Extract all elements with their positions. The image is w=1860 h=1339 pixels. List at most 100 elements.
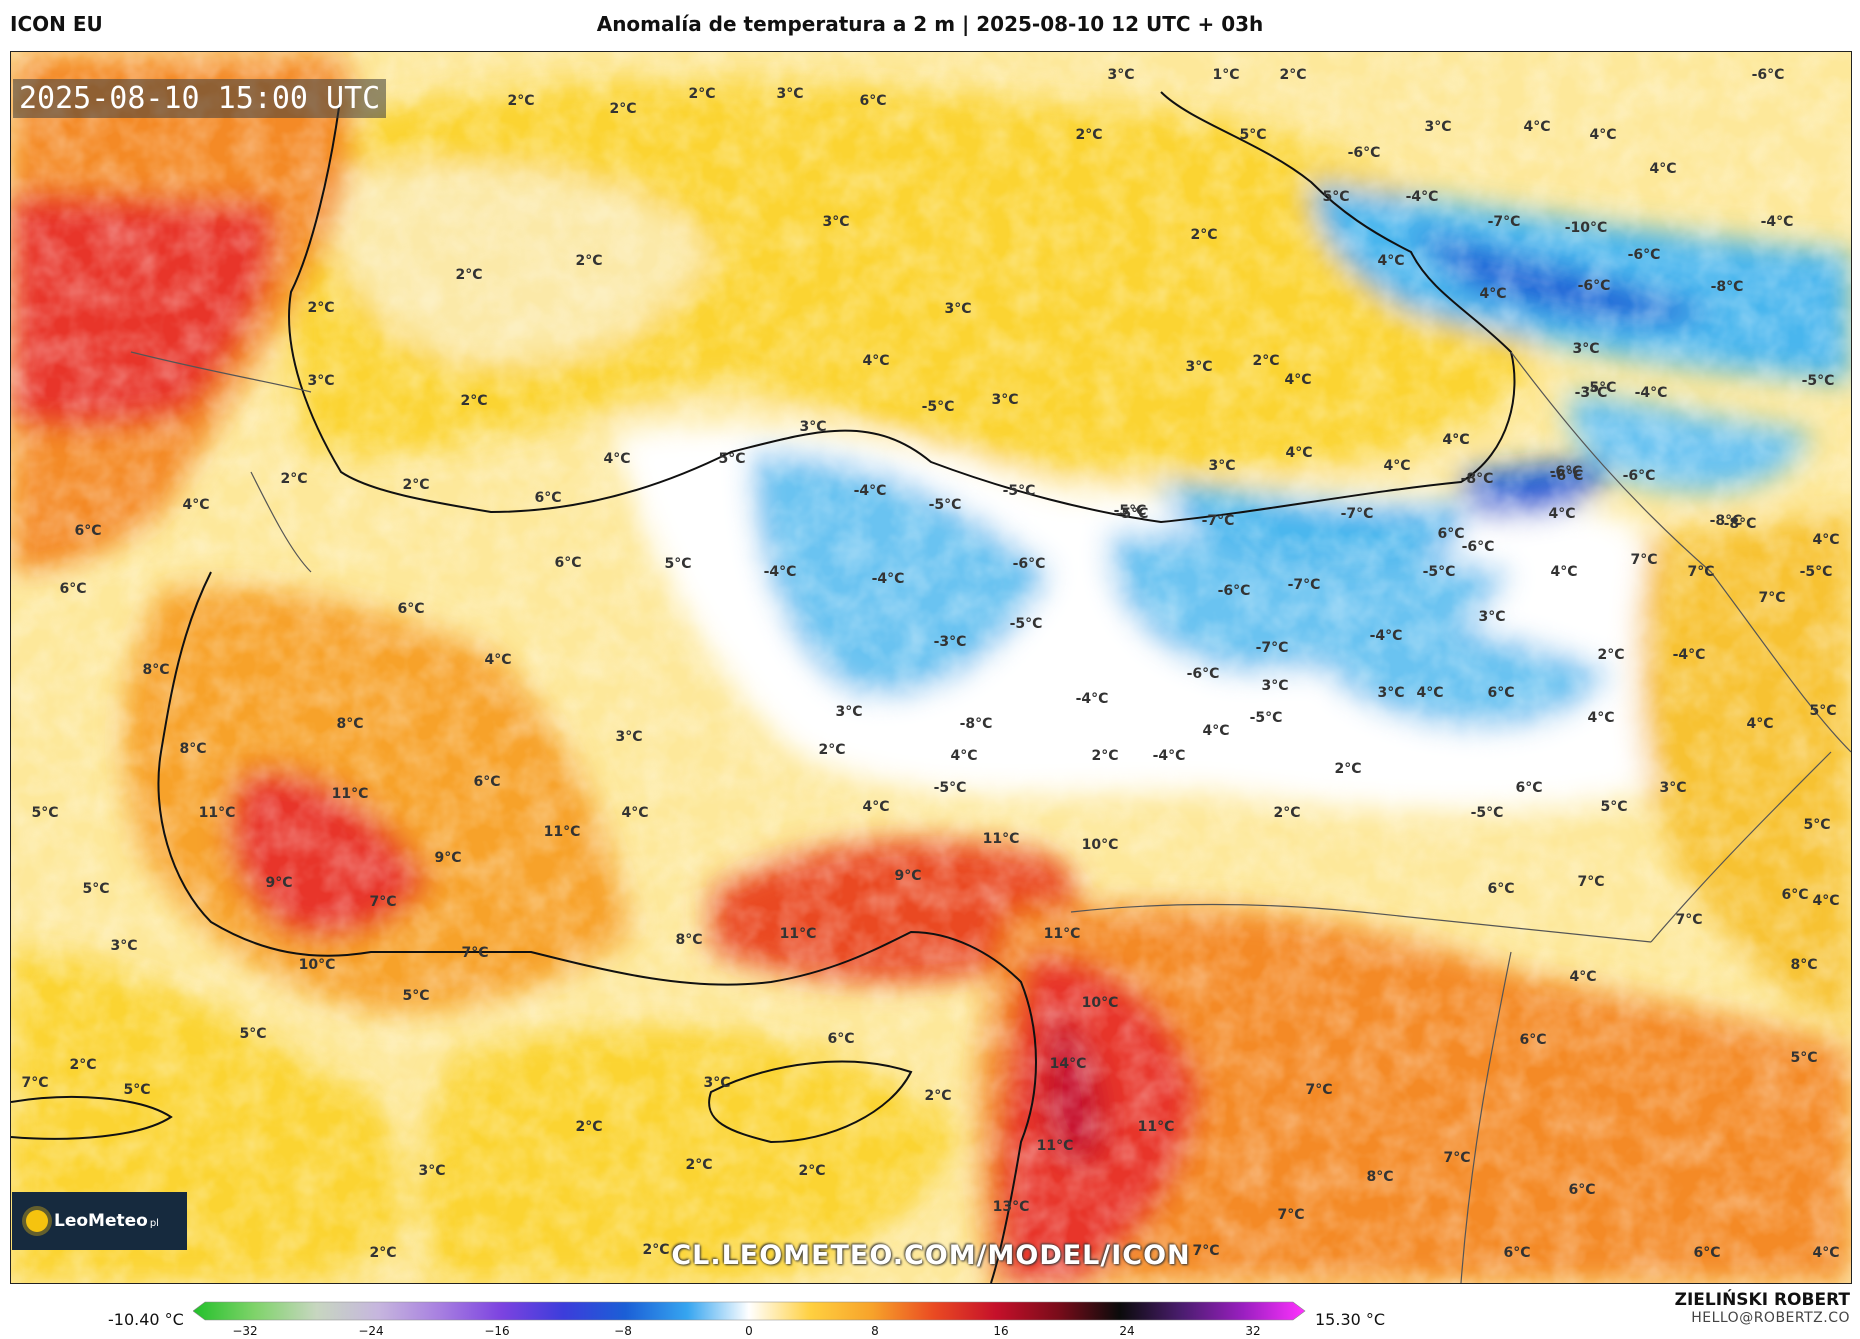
coastlines <box>11 91 1516 1283</box>
temperature-label: 4°C <box>182 497 209 513</box>
source-url: CL.LEOMETEO.COM/MODEL/ICON <box>671 1240 1191 1271</box>
temperature-label: 2°C <box>460 393 487 409</box>
temperature-label: -4°C <box>1153 748 1186 764</box>
temperature-label: 5°C <box>239 1026 266 1042</box>
temperature-label: 5°C <box>718 451 745 467</box>
temperature-label: -5°C <box>1114 503 1147 519</box>
temperature-label: 6°C <box>1515 780 1542 796</box>
temperature-label: 4°C <box>1202 723 1229 739</box>
temperature-label: -3°C <box>1575 385 1608 401</box>
map-canvas: 2°C 2°C 2°C 3°C 6°C 3°C 1°C 2°C 2°C 3°C 2°C 3°C 3°C 2… <box>11 52 1851 1283</box>
temperature-label: 2°C <box>455 267 482 283</box>
temperature-label: -7°C <box>1488 214 1521 230</box>
temperature-label: -3°C <box>934 634 967 650</box>
temperature-label: 8°C <box>336 716 363 732</box>
temperature-label: 9°C <box>434 850 461 866</box>
temperature-label: 11°C <box>544 824 581 840</box>
temperature-label: 8°C <box>1790 957 1817 973</box>
temperature-label: 3°C <box>418 1163 445 1179</box>
temperature-label: 6°C <box>1437 526 1464 542</box>
colorbar-tick-label: −24 <box>358 1324 384 1338</box>
temperature-label: 4°C <box>1812 893 1839 909</box>
temperature-label: 4°C <box>1746 716 1773 732</box>
temperature-label: 8°C <box>1366 1169 1393 1185</box>
temperature-label: 2°C <box>609 101 636 117</box>
temperature-label: 4°C <box>1548 506 1575 522</box>
temperature-label: 11°C <box>1138 1119 1175 1135</box>
temperature-label: -7°C <box>1341 506 1374 522</box>
temperature-label: -4°C <box>764 564 797 580</box>
colorbar-max-label: 15.30 °C <box>1315 1310 1386 1329</box>
temperature-label: 2°C <box>685 1157 712 1173</box>
temperature-label: 3°C <box>1424 119 1451 135</box>
temperature-label: 5°C <box>82 881 109 897</box>
temperature-label: 5°C <box>1803 817 1830 833</box>
temperature-label: 7°C <box>1277 1207 1304 1223</box>
temperature-label: 11°C <box>199 805 236 821</box>
temperature-label: 5°C <box>1790 1050 1817 1066</box>
temperature-label: -4°C <box>1635 385 1668 401</box>
temperature-label: 5°C <box>1239 127 1266 143</box>
temperature-label: 2°C <box>507 93 534 109</box>
temperature-label: 4°C <box>1569 969 1596 985</box>
temperature-label: 4°C <box>1479 286 1506 302</box>
temperature-label: -7°C <box>1288 577 1321 593</box>
logo-text: LeoMeteo <box>54 1211 148 1231</box>
colorbar-tick-label: −8 <box>614 1324 632 1338</box>
temperature-label: 2°C <box>1075 127 1102 143</box>
temperature-label: -7°C <box>1202 513 1235 529</box>
temperature-label: 2°C <box>1252 353 1279 369</box>
colorbar-tick-label: 16 <box>993 1324 1009 1338</box>
temperature-label: -6°C <box>1628 247 1661 263</box>
temperature-label: 2°C <box>69 1057 96 1073</box>
temperature-label: 8°C <box>675 932 702 948</box>
temperature-label: 5°C <box>1600 799 1627 815</box>
temperature-label: 5°C <box>1322 189 1349 205</box>
temperature-label: 7°C <box>1675 912 1702 928</box>
valid-time-badge: 2025-08-10 15:00 UTC <box>13 79 387 118</box>
temperature-label: 3°C <box>307 373 334 389</box>
temperature-label: 7°C <box>1192 1243 1219 1259</box>
author-name: ZIELIŃSKI ROBERT <box>1674 1290 1850 1310</box>
temperature-label: 8°C <box>142 662 169 678</box>
temperature-label: 6°C <box>397 601 424 617</box>
temperature-label: 4°C <box>1589 127 1616 143</box>
temperature-label: 2°C <box>307 300 334 316</box>
temperature-label: 2°C <box>1279 67 1306 83</box>
temperature-label: 4°C <box>1550 564 1577 580</box>
temperature-label: 6°C <box>1487 685 1514 701</box>
logo-suffix: pl <box>149 1218 159 1229</box>
temperature-label: 2°C <box>798 1163 825 1179</box>
temperature-label: 3°C <box>1208 458 1235 474</box>
temperature-label: 3°C <box>1261 678 1288 694</box>
author-email[interactable]: HELLO@ROBERTZ.CO <box>1691 1310 1850 1326</box>
temperature-label: -6°C <box>1218 583 1251 599</box>
temperature-label: 6°C <box>473 774 500 790</box>
temperature-label: 6°C <box>59 581 86 597</box>
colorbar-tick-label: −32 <box>232 1324 258 1338</box>
temperature-label: 2°C <box>369 1245 396 1261</box>
temperature-label: -5°C <box>1802 373 1835 389</box>
temperature-label: 2°C <box>575 1119 602 1135</box>
temperature-label: 3°C <box>991 392 1018 408</box>
temperature-label: 4°C <box>1377 253 1404 269</box>
temperature-label: 7°C <box>1758 590 1785 606</box>
temperature-label: -4°C <box>1673 647 1706 663</box>
temperature-label: 2°C <box>1190 227 1217 243</box>
colorbar-tick-label: 24 <box>1119 1324 1135 1338</box>
temperature-label: 5°C <box>123 1082 150 1098</box>
temperature-label: -5°C <box>1471 805 1504 821</box>
temperature-label: 6°C <box>827 1031 854 1047</box>
temperature-label: 4°C <box>1523 119 1550 135</box>
leometeo-logo[interactable]: LeoMeteo pl <box>12 1192 187 1250</box>
temperature-label: -6°C <box>1187 666 1220 682</box>
colorbar-tick-label: −16 <box>484 1324 510 1338</box>
temperature-label: 10°C <box>1082 995 1119 1011</box>
sun-icon <box>26 1210 48 1232</box>
temperature-label: 4°C <box>603 451 630 467</box>
temperature-label: 2°C <box>280 471 307 487</box>
colorbar-scale <box>193 1301 1306 1321</box>
temperature-label: 5°C <box>31 805 58 821</box>
temperature-label: 8°C <box>179 741 206 757</box>
temperature-label: -6°C <box>1551 468 1584 484</box>
